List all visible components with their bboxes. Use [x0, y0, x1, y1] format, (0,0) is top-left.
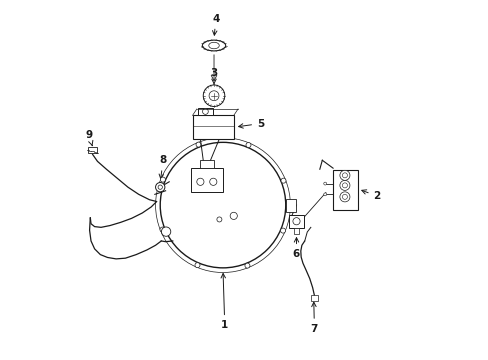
Circle shape: [339, 192, 349, 202]
Circle shape: [245, 143, 250, 148]
Bar: [198, 108, 212, 116]
Circle shape: [323, 193, 326, 196]
Text: 9: 9: [85, 130, 93, 146]
Ellipse shape: [208, 42, 219, 49]
Circle shape: [195, 263, 200, 268]
Text: 7: 7: [310, 302, 318, 334]
Bar: [285, 199, 296, 212]
Circle shape: [161, 227, 170, 236]
Text: 3: 3: [210, 68, 217, 84]
Circle shape: [155, 183, 164, 192]
Text: 1: 1: [221, 274, 228, 330]
Circle shape: [209, 178, 217, 185]
Bar: [310, 295, 317, 301]
Circle shape: [209, 91, 219, 101]
Text: 5: 5: [238, 118, 264, 129]
Circle shape: [217, 217, 222, 222]
Circle shape: [160, 142, 285, 268]
Bar: [199, 161, 214, 168]
Text: 4: 4: [212, 14, 219, 35]
Circle shape: [342, 194, 346, 199]
Circle shape: [339, 180, 349, 190]
Bar: [293, 228, 299, 234]
Bar: [289, 215, 303, 228]
Text: 6: 6: [292, 238, 300, 259]
Text: 8: 8: [159, 155, 166, 179]
Ellipse shape: [202, 40, 225, 51]
Circle shape: [339, 170, 349, 180]
Circle shape: [160, 177, 165, 182]
Circle shape: [280, 228, 285, 233]
Circle shape: [244, 263, 249, 268]
Circle shape: [342, 173, 346, 178]
Circle shape: [342, 183, 346, 188]
Circle shape: [196, 142, 201, 147]
Circle shape: [230, 212, 237, 220]
Text: 2: 2: [361, 190, 380, 201]
Bar: [88, 147, 97, 153]
Circle shape: [292, 218, 300, 225]
Circle shape: [202, 109, 208, 114]
Bar: [190, 168, 223, 192]
Circle shape: [158, 185, 162, 189]
Circle shape: [203, 85, 224, 107]
Circle shape: [196, 178, 203, 185]
FancyBboxPatch shape: [192, 116, 233, 139]
FancyBboxPatch shape: [332, 170, 357, 210]
Circle shape: [281, 178, 285, 183]
Circle shape: [160, 227, 164, 232]
Circle shape: [323, 182, 326, 185]
